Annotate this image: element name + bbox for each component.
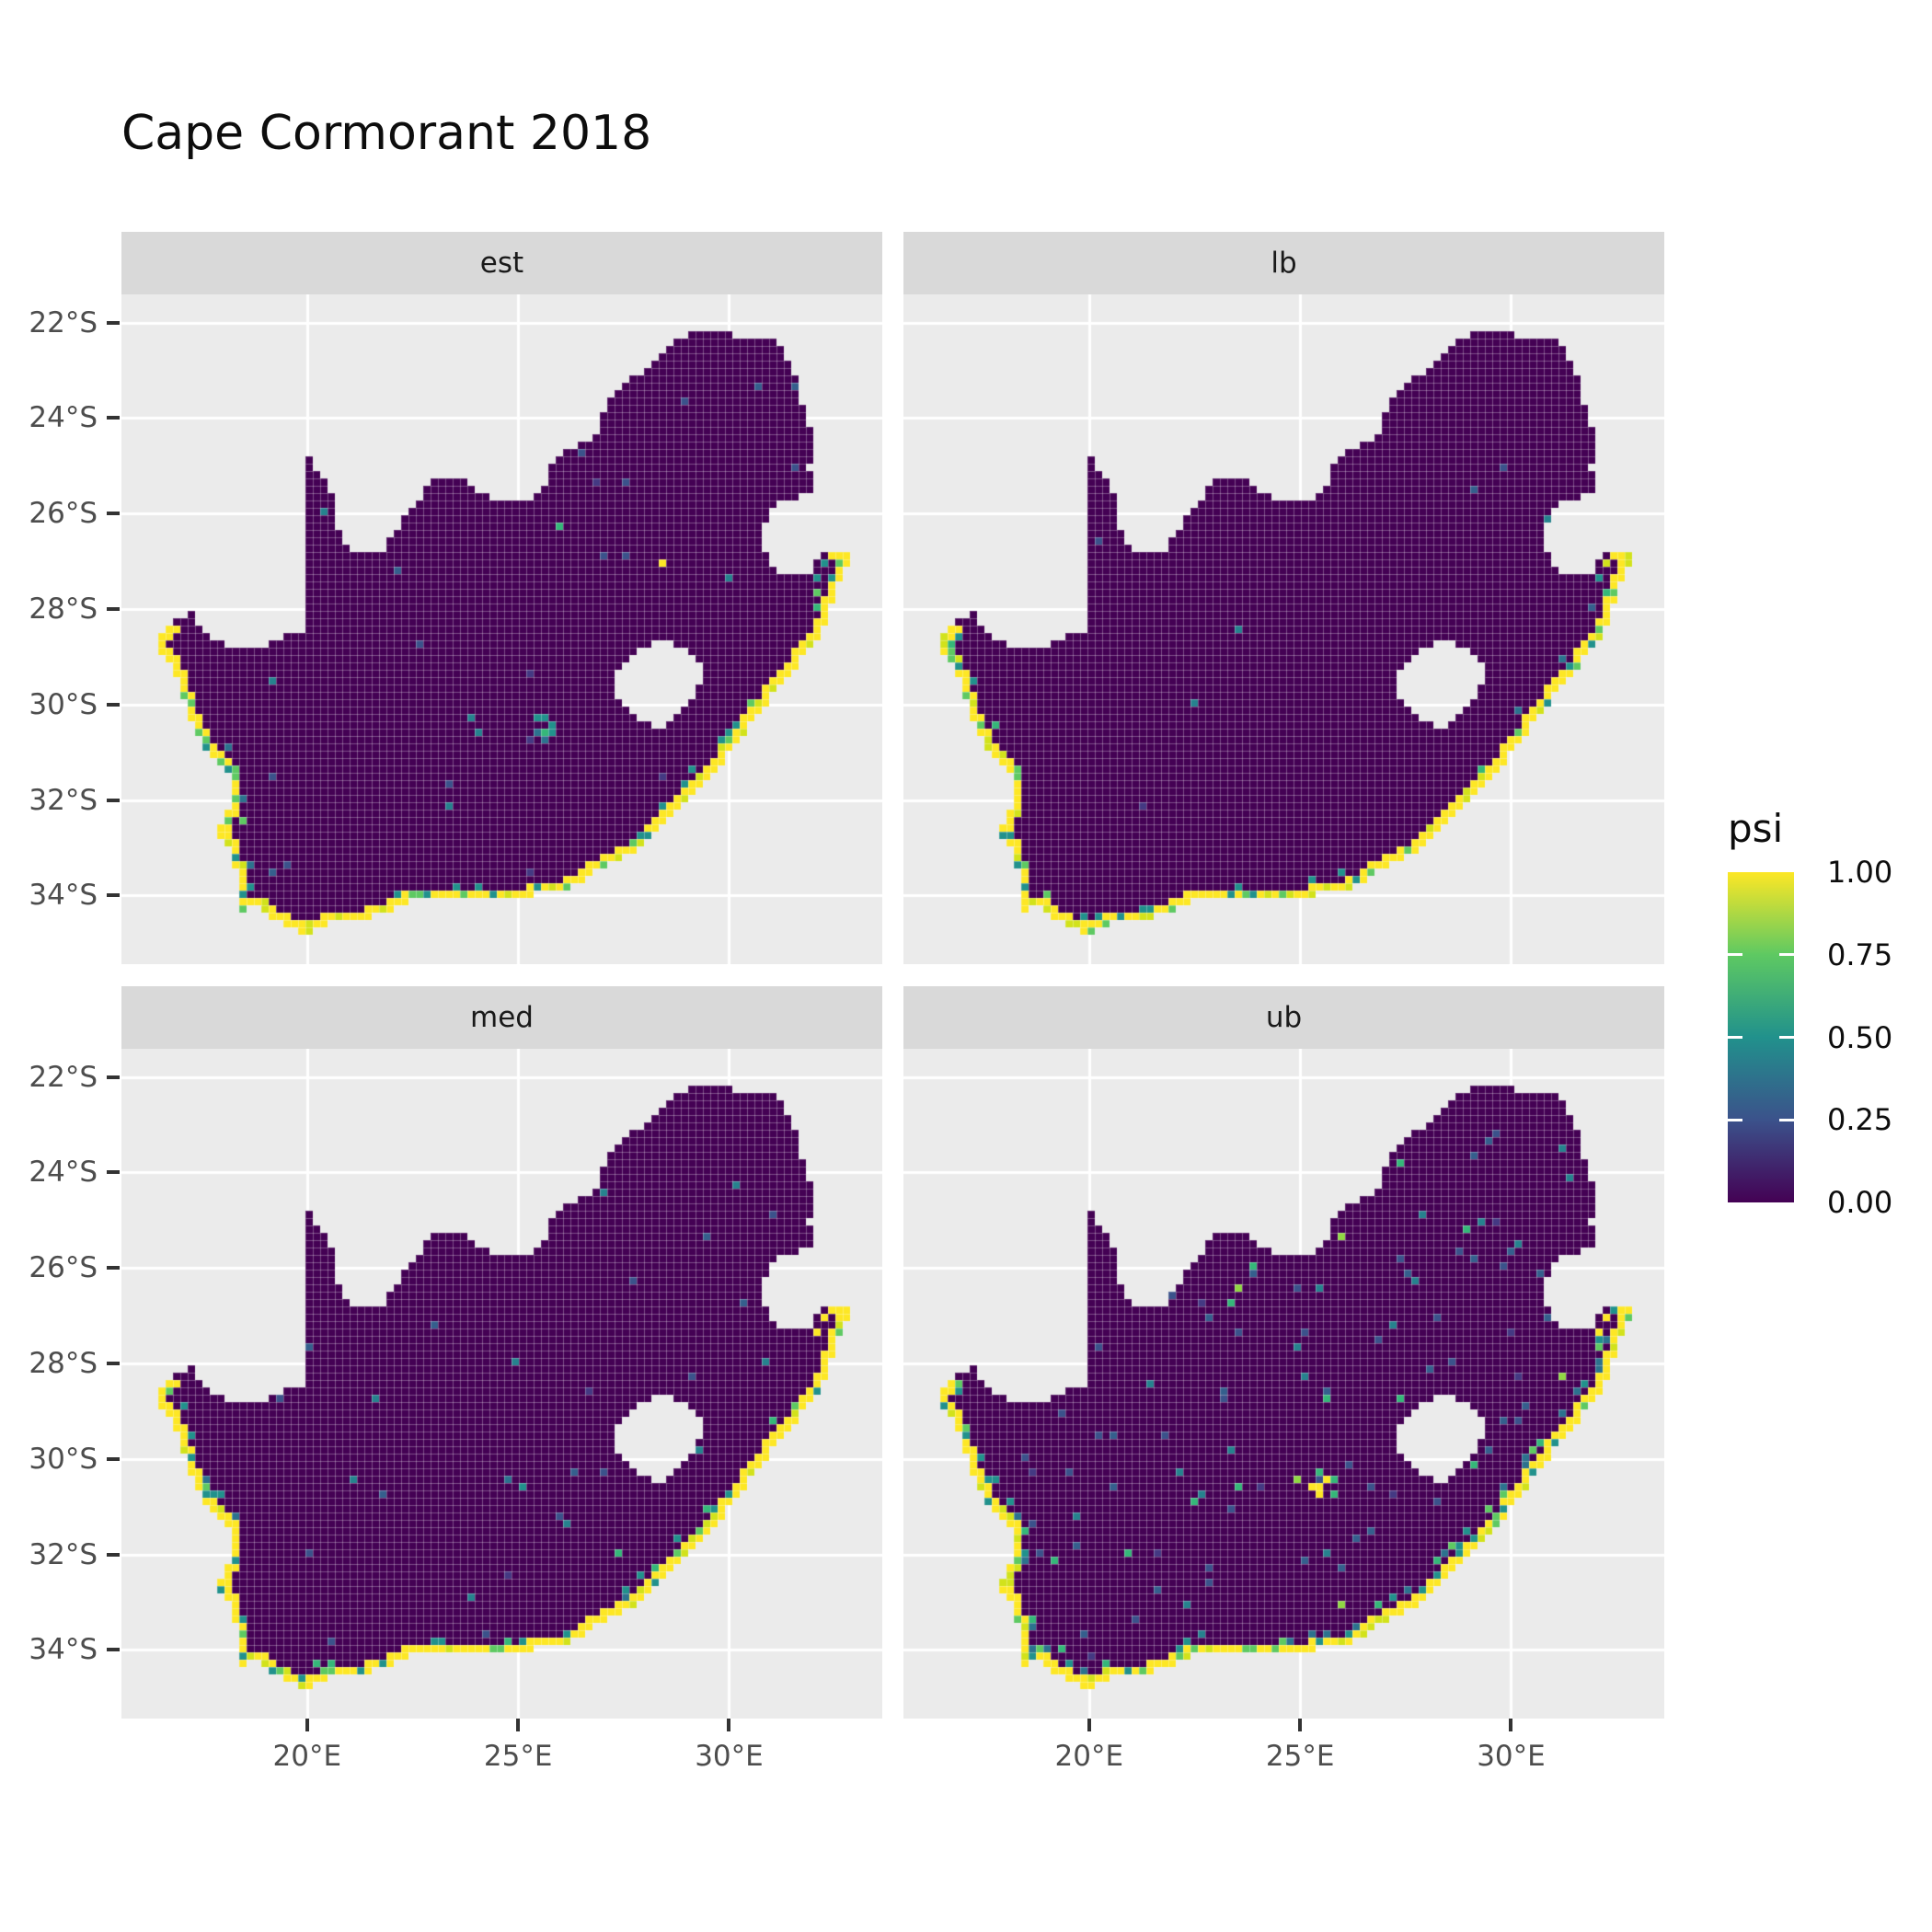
facet-map-med <box>121 1049 882 1719</box>
y-axis-tick <box>107 798 120 802</box>
legend-tick-label: 0.50 <box>1827 1019 1893 1055</box>
facet-strip-label: lb <box>1271 247 1297 280</box>
y-axis-label: 34°S <box>29 879 98 913</box>
y-axis-label: 30°S <box>29 1442 98 1476</box>
y-axis-tick <box>107 512 120 516</box>
y-axis-label: 28°S <box>29 592 98 627</box>
legend-colorbar-tick <box>1728 1036 1742 1039</box>
y-axis-label: 32°S <box>29 783 98 817</box>
y-axis-label: 34°S <box>29 1633 98 1667</box>
x-axis-label: 20°E <box>1054 1740 1124 1773</box>
legend-colorbar-tick <box>1779 953 1794 957</box>
y-axis-label: 22°S <box>29 305 98 339</box>
legend-colorbar-tick <box>1779 1036 1794 1039</box>
y-axis-tick <box>107 1170 120 1175</box>
legend-colorbar-tick <box>1728 1118 1742 1121</box>
y-axis-label: 28°S <box>29 1347 98 1381</box>
x-axis-label: 20°E <box>272 1740 342 1773</box>
facet-map-lb <box>903 294 1664 964</box>
y-axis-tick <box>107 1552 120 1557</box>
y-axis-label: 22°S <box>29 1060 98 1094</box>
legend-tick-label: 0.25 <box>1827 1102 1893 1138</box>
y-axis-tick <box>107 1266 120 1271</box>
facet-strip-ub: ub <box>903 986 1664 1049</box>
x-axis-tick <box>305 1719 309 1731</box>
legend-tick-label: 0.00 <box>1827 1185 1893 1220</box>
x-axis-label: 25°E <box>1265 1740 1335 1773</box>
y-axis-label: 30°S <box>29 687 98 721</box>
plot-title: Cape Cormorant 2018 <box>121 106 652 161</box>
y-axis-tick <box>107 1362 120 1366</box>
x-axis-tick <box>1509 1719 1513 1731</box>
legend-tick-label: 0.75 <box>1827 937 1893 972</box>
y-axis-tick <box>107 893 120 898</box>
x-axis-tick <box>727 1719 731 1731</box>
y-axis-tick <box>107 1648 120 1652</box>
facet-map-ub <box>903 1049 1664 1719</box>
x-axis-label: 25°E <box>483 1740 553 1773</box>
x-axis-tick <box>1298 1719 1303 1731</box>
x-axis-tick <box>516 1719 521 1731</box>
y-axis-tick <box>107 607 120 612</box>
y-axis-label: 24°S <box>29 1156 98 1190</box>
y-axis-label: 24°S <box>29 401 98 435</box>
x-axis-tick <box>1087 1719 1091 1731</box>
x-axis-label: 30°E <box>1477 1740 1546 1773</box>
y-axis-tick <box>107 416 120 420</box>
facet-strip-label: est <box>479 247 524 280</box>
y-axis-label: 26°S <box>29 1251 98 1285</box>
facet-strip-lb: lb <box>903 232 1664 294</box>
facet-strip-est: est <box>121 232 882 294</box>
legend-colorbar-tick <box>1779 1118 1794 1121</box>
y-axis-tick <box>107 1456 120 1461</box>
y-axis-tick <box>107 702 120 707</box>
y-axis-tick <box>107 1075 120 1079</box>
facet-strip-med: med <box>121 986 882 1049</box>
legend-title: psi <box>1728 806 1784 851</box>
legend-tick-label: 1.00 <box>1827 855 1893 890</box>
facet-strip-label: med <box>470 1001 534 1034</box>
y-axis-label: 26°S <box>29 497 98 531</box>
facet-map-est <box>121 294 882 964</box>
facet-strip-label: ub <box>1265 1001 1303 1034</box>
y-axis-tick <box>107 320 120 325</box>
x-axis-label: 30°E <box>695 1740 764 1773</box>
legend-colorbar-tick <box>1728 953 1742 957</box>
y-axis-label: 32°S <box>29 1537 98 1571</box>
